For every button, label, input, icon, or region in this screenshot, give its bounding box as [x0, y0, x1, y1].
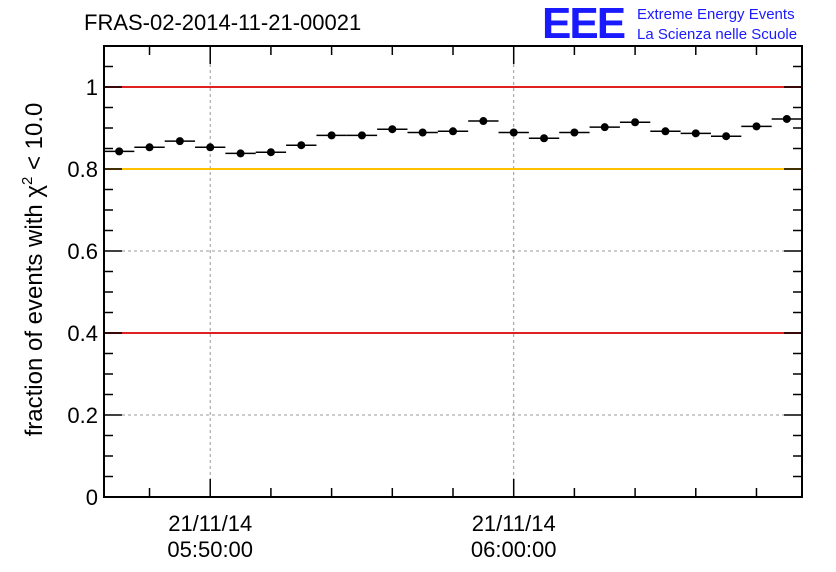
plot-title: FRAS-02-2014-11-21-00021: [84, 10, 362, 35]
logo-mark: EEE: [542, 0, 626, 48]
y-tick-label-3: 0.6: [67, 239, 98, 264]
y-axis-label-prefix: fraction of events with: [21, 198, 48, 437]
plot-frame: [103, 45, 803, 498]
y-axis-label-suffix: < 10.0: [21, 103, 48, 177]
data-point-22: [782, 114, 791, 123]
data-point-17: [631, 118, 640, 127]
x-tick-date-1: 21/11/14: [472, 511, 556, 536]
x-tick-date-0: 21/11/14: [168, 511, 252, 536]
data-point-0: [115, 147, 124, 156]
data-point-20: [722, 132, 731, 141]
y-tick-label-1: 0.2: [67, 403, 98, 428]
axis-ticks: [104, 46, 802, 498]
data-point-12: [479, 117, 488, 126]
data-point-4: [236, 149, 245, 158]
x-tick-time-0: 05:50:00: [167, 537, 253, 562]
y-tick-label-0: 0: [86, 485, 98, 510]
data-point-10: [418, 128, 427, 137]
data-points: [104, 114, 802, 158]
data-point-13: [509, 128, 518, 137]
data-point-16: [600, 123, 609, 132]
grid-layer: [104, 46, 802, 497]
data-point-2: [175, 137, 184, 146]
data-point-8: [357, 131, 366, 140]
data-point-18: [661, 127, 670, 136]
x-tick-time-1: 06:00:00: [471, 537, 557, 562]
tick-labels: 00.20.40.60.8121/11/1405:50:0021/11/1406…: [67, 75, 556, 562]
y-axis-label: fraction of events with χ2 < 10.0: [19, 103, 48, 437]
data-point-3: [206, 143, 215, 152]
y-axis-label-exponent: 2: [19, 177, 36, 185]
reference-lines: [104, 86, 802, 334]
logo-line-2: La Scienza nelle Scuole: [637, 26, 798, 43]
data-point-11: [449, 127, 457, 136]
data-point-7: [327, 131, 336, 140]
y-axis-label-symbol: χ: [21, 185, 48, 198]
data-point-14: [540, 134, 549, 143]
logo-line-1: Extreme Energy Events: [637, 6, 795, 23]
eee-logo: EEE Extreme Energy Events La Scienza nel…: [542, 2, 832, 46]
data-point-9: [388, 125, 397, 134]
data-point-6: [297, 141, 306, 150]
data-point-5: [266, 148, 275, 157]
y-tick-label-2: 0.4: [67, 321, 98, 346]
data-point-21: [752, 122, 761, 131]
y-tick-label-5: 1: [86, 75, 98, 100]
data-point-19: [691, 129, 700, 138]
data-point-15: [570, 128, 579, 137]
y-tick-label-4: 0.8: [67, 157, 98, 182]
data-point-1: [145, 143, 154, 152]
